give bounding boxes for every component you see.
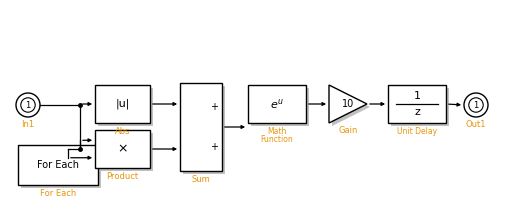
FancyBboxPatch shape [248,85,306,123]
Circle shape [21,98,35,112]
FancyBboxPatch shape [183,86,225,174]
Polygon shape [332,88,370,126]
FancyBboxPatch shape [391,88,449,126]
Text: 10: 10 [342,99,354,109]
FancyBboxPatch shape [251,88,309,126]
Text: For Each: For Each [40,189,76,198]
Text: In1: In1 [21,120,34,129]
Text: 1: 1 [414,91,420,101]
Text: |u|: |u| [115,99,130,109]
FancyBboxPatch shape [18,145,98,185]
FancyBboxPatch shape [21,148,101,188]
Text: 1: 1 [474,101,479,109]
Text: Sum: Sum [192,175,210,184]
Circle shape [16,93,40,117]
Text: Function: Function [261,135,294,144]
Text: +: + [210,102,218,112]
Text: z: z [414,107,420,117]
Text: ×: × [117,143,128,155]
FancyBboxPatch shape [98,133,153,171]
Text: 1: 1 [25,101,30,109]
Text: Gain: Gain [338,126,357,135]
Circle shape [464,93,488,117]
FancyBboxPatch shape [180,83,222,171]
Text: Product: Product [106,172,138,181]
FancyBboxPatch shape [95,130,150,168]
FancyBboxPatch shape [388,85,446,123]
Text: Unit Delay: Unit Delay [397,127,437,136]
FancyBboxPatch shape [98,88,153,126]
Text: For Each: For Each [37,160,79,170]
Text: Out1: Out1 [466,120,486,129]
Polygon shape [329,85,367,123]
Text: +: + [210,142,218,152]
Circle shape [469,98,483,112]
FancyBboxPatch shape [95,85,150,123]
Text: Math: Math [267,127,286,136]
Text: Abs: Abs [115,127,130,136]
Text: $e^u$: $e^u$ [270,97,284,111]
